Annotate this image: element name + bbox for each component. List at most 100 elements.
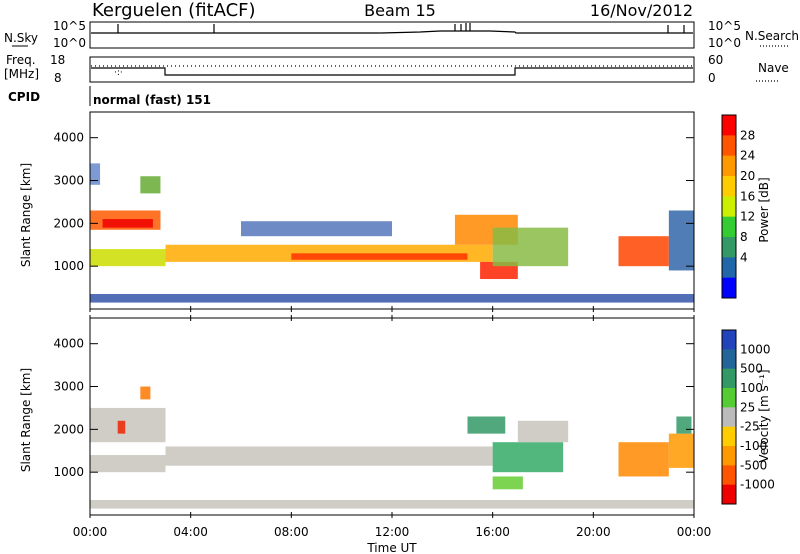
nave-label: Nave [758,61,789,75]
colorbar-tick-label: 16 [740,189,755,203]
velocity-echo-region [90,407,166,443]
velocity-echo-region [467,416,506,434]
colorbar-tick-label: 20 [740,169,755,183]
velocity-echo-region [492,476,523,490]
noise-panel-frame [89,21,695,49]
velocity-colorbar: 1000 500 100 25 -25 -100 -500 -1000 [721,329,775,505]
noise-left-label: N.Sky [4,31,38,45]
nave-glitch-mark: ·:· [114,68,123,78]
x-tick-label: 16:00 [475,525,510,539]
velocity-echo-region [165,446,493,466]
noise-spikes [117,23,685,33]
velocity-panel-frame [89,317,695,516]
colorbar-swatch [722,196,736,218]
power-colorbar-label: Power [dB] [757,177,771,242]
colorbar-tick-label: 28 [740,128,755,142]
power-heatmap [90,163,694,303]
x-tick-label: 04:00 [173,525,208,539]
colorbar-swatch [722,155,736,177]
freq-right-tick-bottom: 0 [708,71,716,85]
freq-right-tick-top: 60 [708,53,723,67]
x-tick-label: 08:00 [274,525,309,539]
y-tick-label: 2000 [53,216,84,230]
colorbar-swatch [722,257,736,279]
y-tick-label: 3000 [53,174,84,188]
colorbar-swatch [722,368,736,389]
colorbar-tick-label: 25 [740,400,755,414]
colorbar-swatch [722,388,736,408]
colorbar-tick-label: 8 [740,230,748,244]
colorbar-tick-label: 500 [740,362,763,376]
x-tick-label: 20:00 [576,525,611,539]
colorbar-swatch [722,446,736,466]
freq-left-tick-bottom: 8 [54,71,62,85]
velocity-y-ticks: 1000 2000 3000 4000 [53,337,694,479]
power-echo-region [492,227,569,267]
velocity-echo-region [668,433,694,468]
x-axis: 00:00 04:00 08:00 12:00 16:00 20:00 00:00 [73,306,711,539]
station-title: Kerguelen (fitACF) [92,0,256,21]
velocity-echo-region [676,416,692,434]
y-tick-label: 4000 [53,337,84,351]
power-echo-region [90,163,101,185]
freq-panel-frame [89,56,695,83]
noise-sky-trace [91,30,693,34]
y-tick-label: 3000 [53,380,84,394]
velocity-heatmap [90,386,694,509]
power-colorbar: 28 24 20 16 12 8 4 [721,114,755,299]
power-y-ticks: 1000 2000 3000 4000 [53,131,694,273]
colorbar-swatch [722,115,736,136]
y-tick-label: 4000 [53,131,84,145]
x-tick-label: 12:00 [375,525,410,539]
x-tick-label: 00:00 [73,525,108,539]
freq-left-label-2: [MHz] [4,67,39,81]
velocity-echo-region [492,442,564,473]
freq-left-tick-top: 18 [50,53,65,67]
power-panel-frame [89,111,695,310]
colorbar-tick-label: 4 [740,250,748,264]
colorbar-swatch [722,484,736,505]
colorbar-tick-label: 100 [740,381,763,395]
power-echo-region [90,294,694,303]
colorbar-swatch [722,330,736,350]
noise-right-tick-bottom: 10^0 [708,36,741,50]
colorbar-tick-label: -500 [740,458,767,472]
velocity-echo-region [117,420,126,434]
velocity-ylabel: Slant Range [km] [19,368,33,472]
noise-left-tick-top: 10^5 [53,19,86,33]
x-axis-label: Time UT [366,541,417,554]
freq-left-label-1: Freq. [6,53,36,67]
colorbar-tick-label: 1000 [740,342,771,356]
colorbar-frame [721,329,737,505]
colorbar-swatch [722,216,736,238]
power-echo-region [668,210,694,271]
cpid-label: CPID [8,90,40,104]
colorbar-tick-label: -1000 [740,478,775,492]
colorbar-frame [721,114,737,299]
y-tick-label: 1000 [53,259,84,273]
power-echo-region [90,249,166,267]
power-echo-region [241,221,392,237]
colorbar-swatch [722,407,736,428]
noise-left-tick-bottom: 10^0 [53,36,86,50]
colorbar-swatch [722,465,736,486]
power-echo-region [291,253,468,260]
colorbar-swatch [722,277,736,299]
y-tick-label: 2000 [53,422,84,436]
velocity-echo-region [90,455,166,473]
power-echo-region [140,176,161,194]
date-title: 16/Nov/2012 [590,1,693,20]
power-ylabel: Slant Range [km] [19,163,33,267]
power-echo-region [102,219,153,228]
colorbar-tick-label: -25 [740,420,760,434]
power-echo-region [618,236,669,267]
colorbar-tick-label: 12 [740,210,755,224]
frequency-trace [91,67,693,76]
velocity-echo-region [140,386,151,400]
cpid-value: normal (fast) 151 [93,93,211,107]
colorbar-swatch [722,237,736,258]
colorbar-swatch [722,176,736,197]
velocity-echo-region [618,442,669,477]
velocity-colorbar-label: Velocity [m s⁻¹] [757,369,771,462]
